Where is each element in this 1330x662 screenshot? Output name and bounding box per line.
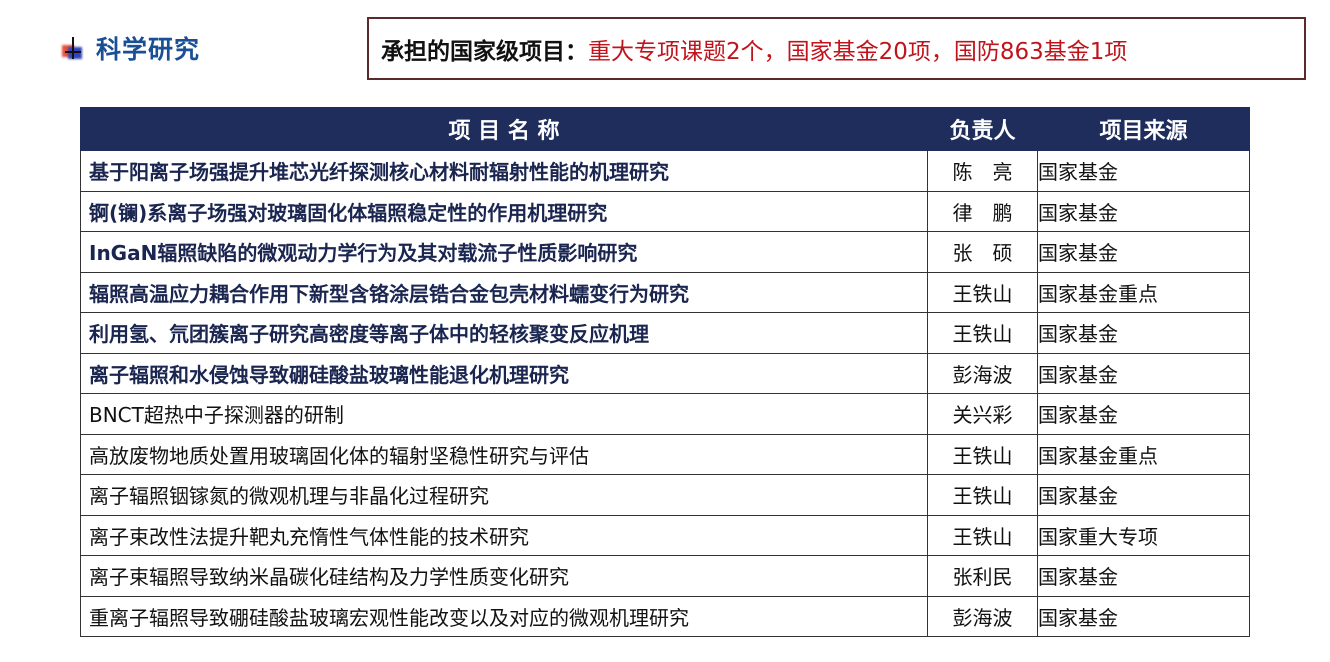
cell-person: 王铁山 bbox=[927, 271, 1038, 313]
cell-person: 王铁山 bbox=[927, 433, 1038, 475]
table-row: 利用氢、氘团簇离子研究高密度等离子体中的轻核聚变反应机理 王铁山 国家基金 bbox=[80, 312, 1250, 354]
cell-project-name: InGaN辐照缺陷的微观动力学行为及其对载流子性质影响研究 bbox=[80, 231, 928, 273]
cell-project-name: 离子束辐照导致纳米晶碳化硅结构及力学性质变化研究 bbox=[80, 555, 928, 597]
cell-source: 国家重大专项 bbox=[1037, 514, 1250, 556]
cell-project-name: 离子辐照和水侵蚀导致硼硅酸盐玻璃性能退化机理研究 bbox=[80, 352, 928, 394]
cell-project-name: 利用氢、氘团簇离子研究高密度等离子体中的轻核聚变反应机理 bbox=[80, 312, 928, 354]
cell-person: 张利民 bbox=[927, 555, 1038, 597]
cell-project-name: BNCT超热中子探测器的研制 bbox=[80, 393, 928, 435]
projects-table: 项 目 名 称 负责人 项目来源 基于阳离子场强提升堆芯光纤探测核心材料耐辐射性… bbox=[80, 107, 1250, 637]
headline-box: 承担的国家级项目： 重大专项课题2个，国家基金20项，国防863基金1项 bbox=[367, 17, 1306, 80]
cell-source: 国家基金重点 bbox=[1037, 433, 1250, 475]
cell-source: 国家基金 bbox=[1037, 555, 1250, 597]
header-person: 负责人 bbox=[927, 107, 1038, 151]
cell-person: 陈 亮 bbox=[927, 150, 1038, 192]
table-row: 离子辐照铟镓氮的微观机理与非晶化过程研究 王铁山 国家基金 bbox=[80, 474, 1250, 516]
cell-person: 彭海波 bbox=[927, 352, 1038, 394]
table-row: 离子辐照和水侵蚀导致硼硅酸盐玻璃性能退化机理研究 彭海波 国家基金 bbox=[80, 352, 1250, 394]
table-row: 基于阳离子场强提升堆芯光纤探测核心材料耐辐射性能的机理研究陈 亮国家基金 bbox=[80, 150, 1250, 192]
cell-person: 彭海波 bbox=[927, 595, 1038, 637]
cell-source: 国家基金 bbox=[1037, 190, 1250, 232]
cell-source: 国家基金 bbox=[1037, 352, 1250, 394]
cell-project-name: 高放废物地质处置用玻璃固化体的辐射坚稳性研究与评估 bbox=[80, 433, 928, 475]
cell-source: 国家基金 bbox=[1037, 393, 1250, 435]
table-header-row: 项 目 名 称 负责人 项目来源 bbox=[80, 107, 1250, 151]
cell-project-name: 锕(镧)系离子场强对玻璃固化体辐照稳定性的作用机理研究 bbox=[80, 190, 928, 232]
table-row: 锕(镧)系离子场强对玻璃固化体辐照稳定性的作用机理研究律 鹏国家基金 bbox=[80, 190, 1250, 232]
headline-label: 承担的国家级项目： bbox=[381, 38, 588, 65]
table-row: BNCT超热中子探测器的研制 关兴彩 国家基金 bbox=[80, 393, 1250, 435]
cell-source: 国家基金 bbox=[1037, 231, 1250, 273]
cell-project-name: 重离子辐照导致硼硅酸盐玻璃宏观性能改变以及对应的微观机理研究 bbox=[80, 595, 928, 637]
headline-value: 重大专项课题2个，国家基金20项，国防863基金1项 bbox=[588, 38, 1128, 65]
cell-person: 张 硕 bbox=[927, 231, 1038, 273]
bullet-icon bbox=[62, 37, 84, 59]
section-title: 科学研究 bbox=[96, 35, 201, 64]
cell-person: 律 鹏 bbox=[927, 190, 1038, 232]
cell-source: 国家基金 bbox=[1037, 595, 1250, 637]
table-row: 离子束辐照导致纳米晶碳化硅结构及力学性质变化研究 张利民 国家基金 bbox=[80, 555, 1250, 597]
cell-source: 国家基金 bbox=[1037, 474, 1250, 516]
table-row: 重离子辐照导致硼硅酸盐玻璃宏观性能改变以及对应的微观机理研究 彭海波 国家基金 bbox=[80, 595, 1250, 637]
header-source: 项目来源 bbox=[1037, 107, 1250, 151]
section-header: 科学研究 bbox=[62, 30, 200, 66]
cell-person: 王铁山 bbox=[927, 474, 1038, 516]
cell-person: 王铁山 bbox=[927, 312, 1038, 354]
table-row: 离子束改性法提升靶丸充惰性气体性能的技术研究 王铁山 国家重大专项 bbox=[80, 514, 1250, 556]
cell-person: 王铁山 bbox=[927, 514, 1038, 556]
cell-project-name: 离子束改性法提升靶丸充惰性气体性能的技术研究 bbox=[80, 514, 928, 556]
cell-person: 关兴彩 bbox=[927, 393, 1038, 435]
cell-project-name: 基于阳离子场强提升堆芯光纤探测核心材料耐辐射性能的机理研究 bbox=[80, 150, 928, 192]
cell-project-name: 辐照高温应力耦合作用下新型含铬涂层锆合金包壳材料蠕变行为研究 bbox=[80, 271, 928, 313]
cell-project-name: 离子辐照铟镓氮的微观机理与非晶化过程研究 bbox=[80, 474, 928, 516]
cell-source: 国家基金 bbox=[1037, 312, 1250, 354]
header-project-name: 项 目 名 称 bbox=[80, 107, 928, 151]
table-row: 高放废物地质处置用玻璃固化体的辐射坚稳性研究与评估 王铁山 国家基金重点 bbox=[80, 433, 1250, 475]
table-row: 辐照高温应力耦合作用下新型含铬涂层锆合金包壳材料蠕变行为研究 王铁山 国家基金重点 bbox=[80, 271, 1250, 313]
table-row: InGaN辐照缺陷的微观动力学行为及其对载流子性质影响研究张 硕国家基金 bbox=[80, 231, 1250, 273]
cell-source: 国家基金重点 bbox=[1037, 271, 1250, 313]
cell-source: 国家基金 bbox=[1037, 150, 1250, 192]
